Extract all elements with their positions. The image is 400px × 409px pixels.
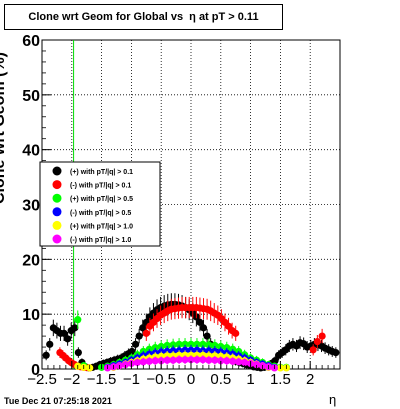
x-axis-title: η xyxy=(329,392,337,407)
data-point xyxy=(157,357,165,365)
legend-marker xyxy=(52,207,62,217)
legend-marker xyxy=(52,193,62,203)
data-point xyxy=(196,318,204,326)
chart-title: Clone wrt Geom for Global vs η at pT > 0… xyxy=(4,4,283,30)
y-tick-label: 50 xyxy=(22,88,40,105)
x-tick-label: −2 xyxy=(63,371,80,388)
x-tick-label: 0.5 xyxy=(210,371,231,388)
data-point xyxy=(169,341,177,349)
legend-label: (+) with pT/|q| > 1.0 xyxy=(70,223,133,230)
data-point xyxy=(217,357,225,365)
data-point xyxy=(193,356,201,364)
data-point xyxy=(203,332,211,340)
legend-box xyxy=(39,161,161,247)
data-point xyxy=(232,329,240,337)
y-tick-label: 10 xyxy=(22,307,40,324)
data-point xyxy=(139,358,147,366)
legend-marker xyxy=(52,220,62,230)
data-point xyxy=(135,332,143,340)
data-point xyxy=(64,335,72,343)
legend-marker xyxy=(52,180,62,190)
data-point xyxy=(309,346,317,354)
y-tick-label: 30 xyxy=(22,198,40,215)
data-point xyxy=(74,348,82,357)
legend-label: (+) with pT/|q| > 0.5 xyxy=(70,196,133,203)
data-point xyxy=(223,357,231,365)
data-point xyxy=(199,356,207,364)
data-point xyxy=(271,357,279,365)
data-point xyxy=(151,357,159,365)
data-point xyxy=(157,342,165,351)
legend-marker xyxy=(52,166,62,176)
data-point xyxy=(252,361,261,369)
data-point xyxy=(241,358,249,367)
legend-label: (+) with pT/|q| > 0.1 xyxy=(70,169,133,176)
legend-label: (-) with pT/|q| > 1.0 xyxy=(70,237,131,244)
data-point xyxy=(163,341,171,350)
x-tick-label: 0 xyxy=(187,371,195,388)
y-tick-label: 0 xyxy=(31,362,40,379)
legend: (+) with pT/|q| > 0.1 (-) with pT/|q| > 0… xyxy=(39,161,161,247)
data-point xyxy=(145,357,153,365)
data-point xyxy=(131,340,140,348)
data-point xyxy=(121,361,130,369)
data-point xyxy=(71,324,79,332)
timestamp: Tue Dec 21 07:25:18 2021 xyxy=(4,396,112,406)
data-point xyxy=(332,348,340,357)
legend-label: (-) with pT/|q| > 0.5 xyxy=(70,210,131,217)
legend-label: (-) with pT/|q| > 0.1 xyxy=(70,183,131,190)
data-point xyxy=(181,340,189,348)
data-point xyxy=(223,344,231,352)
data-point xyxy=(169,356,177,364)
data-point xyxy=(181,356,189,364)
data-point xyxy=(211,356,219,364)
y-tick-label: 60 xyxy=(22,33,40,50)
x-tick-label: 1.5 xyxy=(270,371,291,388)
data-point xyxy=(46,340,54,348)
data-point xyxy=(199,324,208,332)
data-point xyxy=(199,340,207,348)
grid xyxy=(41,39,340,370)
data-point xyxy=(142,329,150,337)
x-tick-label: −1.5 xyxy=(87,371,117,388)
data-point xyxy=(163,356,171,364)
y-axis-title: Clone wrt Geom (%) xyxy=(0,51,8,205)
data-point xyxy=(128,347,136,356)
data-point xyxy=(187,340,195,348)
x-tick-label: 1 xyxy=(246,371,254,388)
data-point xyxy=(217,342,225,351)
data-point xyxy=(139,324,147,332)
data-point xyxy=(175,356,183,364)
data-point xyxy=(211,341,219,350)
y-tick-label: 20 xyxy=(22,252,40,269)
x-tick-label: −2.5 xyxy=(27,371,57,388)
data-point xyxy=(313,337,321,346)
legend-marker xyxy=(52,234,62,244)
x-tick-label: −1 xyxy=(123,371,140,388)
data-point xyxy=(318,332,326,340)
data-point xyxy=(205,341,213,349)
data-point xyxy=(60,329,68,337)
data-point xyxy=(133,358,141,367)
data-point xyxy=(193,340,201,348)
data-point xyxy=(187,356,195,364)
data-point xyxy=(235,358,243,366)
data-point xyxy=(229,357,237,365)
data-point xyxy=(169,347,177,355)
x-tick-label: 2 xyxy=(306,371,314,388)
data-point xyxy=(151,344,159,352)
data-point xyxy=(74,316,82,324)
data-point xyxy=(205,347,213,355)
x-tick-label: −0.5 xyxy=(146,371,176,388)
y-tick-label: 40 xyxy=(22,143,40,160)
data-point xyxy=(175,340,183,348)
data-point xyxy=(42,351,50,359)
data-point xyxy=(205,356,213,364)
